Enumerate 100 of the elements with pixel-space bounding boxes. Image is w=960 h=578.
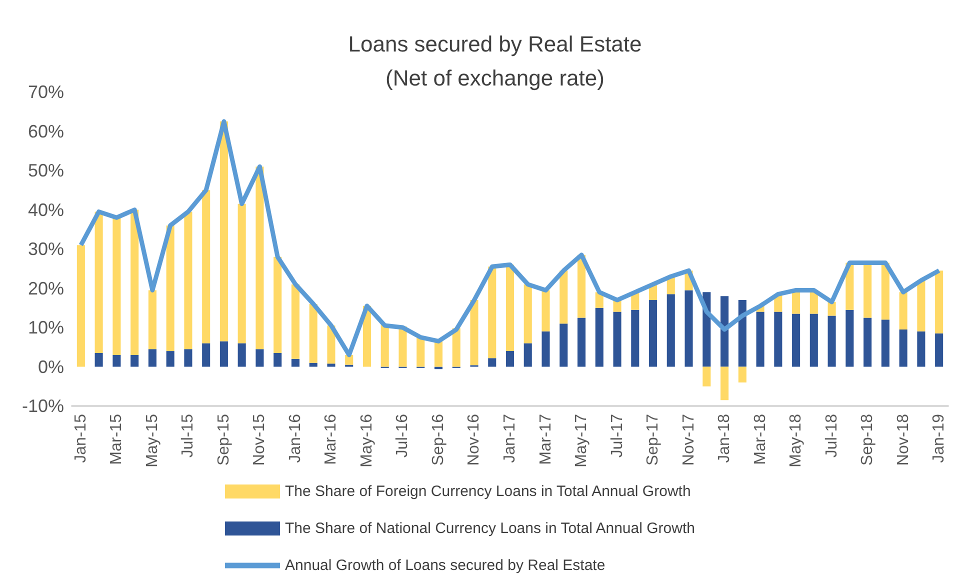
line-series — [78, 119, 942, 358]
x-tick-label: Nov-17 — [680, 414, 698, 466]
x-tick-label: Jul-17 — [608, 414, 626, 458]
bar — [542, 290, 550, 332]
x-tick-label: Nov-18 — [894, 414, 912, 466]
x-tick-label: Mar-15 — [108, 414, 126, 465]
bar — [881, 320, 890, 367]
bar — [720, 366, 729, 400]
y-tick-label: 20% — [28, 278, 64, 298]
bar — [792, 314, 800, 367]
bar — [202, 190, 210, 344]
bar — [130, 354, 139, 367]
x-tick-label: Jul-15 — [180, 414, 197, 458]
bar — [881, 262, 890, 320]
bar — [756, 312, 764, 367]
x-tick-label: Sep-16 — [430, 414, 447, 466]
bar — [94, 212, 103, 354]
bar — [274, 353, 282, 367]
x-tick-label: Jan-15 — [72, 414, 90, 463]
bar — [560, 270, 568, 324]
bar — [935, 270, 944, 334]
bar — [899, 329, 908, 367]
bar — [524, 343, 532, 367]
x-tick-label: Mar-16 — [322, 414, 340, 465]
x-tick-label: May-15 — [144, 414, 161, 468]
x-tick-label: Jul-18 — [823, 414, 840, 458]
chart-title: Loans secured by Real Estate (Net of exchange rate) — [348, 32, 642, 90]
bar — [94, 353, 103, 367]
bar — [256, 166, 264, 350]
x-tick-label: Jan-19 — [930, 414, 948, 463]
bar — [238, 204, 246, 344]
legend-label: Annual Growth of Loans secured by Real Estate — [285, 557, 606, 574]
bar — [112, 218, 121, 355]
bar — [148, 349, 156, 367]
bar — [327, 364, 336, 367]
bar — [702, 366, 711, 386]
x-tick-label: May-18 — [788, 414, 805, 468]
bar — [202, 343, 210, 367]
bar — [595, 308, 604, 367]
y-tick-label: 30% — [28, 239, 64, 259]
y-tick-label: 0% — [38, 356, 64, 377]
bar — [899, 292, 908, 330]
bar — [220, 341, 228, 367]
bar — [666, 294, 675, 367]
bar — [398, 326, 407, 367]
bar — [184, 212, 192, 350]
bar — [828, 316, 836, 367]
bar — [506, 351, 514, 367]
bar — [738, 300, 746, 367]
bar — [452, 328, 460, 367]
bar — [720, 296, 729, 367]
bar — [774, 312, 782, 367]
bar — [130, 210, 139, 355]
bar — [166, 351, 174, 367]
y-tick-label: 40% — [28, 200, 64, 220]
bar — [846, 310, 854, 367]
x-tick-label: May-16 — [358, 414, 376, 468]
bar — [184, 349, 192, 367]
bar — [380, 324, 389, 367]
bar — [935, 333, 944, 367]
x-tick-label: Nov-15 — [251, 414, 268, 466]
y-tick-label: 50% — [28, 160, 64, 180]
bar — [274, 256, 282, 354]
bar — [238, 343, 246, 367]
bar — [256, 349, 264, 367]
bar — [291, 284, 300, 359]
legend-label: The Share of National Currency Loans in Total Annual Growth — [285, 520, 695, 537]
bar — [577, 318, 586, 367]
y-tick-label: -10% — [22, 396, 64, 416]
x-tick-label: Sep-15 — [215, 414, 232, 466]
bar — [560, 324, 568, 367]
bar — [309, 362, 318, 367]
bar — [649, 300, 658, 367]
bar — [309, 304, 318, 363]
bar — [112, 354, 121, 367]
bar — [291, 358, 300, 367]
bar — [220, 121, 228, 342]
bar — [542, 331, 550, 367]
bar — [613, 312, 622, 367]
x-tick-label: Jan-16 — [286, 414, 304, 463]
bar — [524, 284, 532, 344]
y-tick-label: 10% — [28, 318, 64, 338]
bar — [738, 366, 746, 382]
bar — [166, 225, 174, 352]
bar — [684, 290, 693, 367]
legend-label: The Share of Foreign Currency Loans in Total Annual Growth — [285, 483, 691, 500]
bar — [917, 280, 926, 332]
x-tick-label: Mar-17 — [537, 414, 554, 465]
y-tick-label: 70% — [28, 82, 64, 102]
bar — [506, 264, 514, 352]
bar — [148, 290, 156, 350]
bar — [828, 302, 836, 316]
x-tick-label: Sep-17 — [644, 414, 662, 466]
bar — [917, 331, 926, 367]
bar — [631, 310, 640, 367]
bar — [488, 358, 496, 367]
bar — [76, 245, 85, 367]
x-tick-label: Jan-17 — [502, 414, 518, 463]
x-tick-label: Jul-16 — [394, 414, 412, 458]
x-tick-label: Nov-16 — [466, 414, 483, 466]
